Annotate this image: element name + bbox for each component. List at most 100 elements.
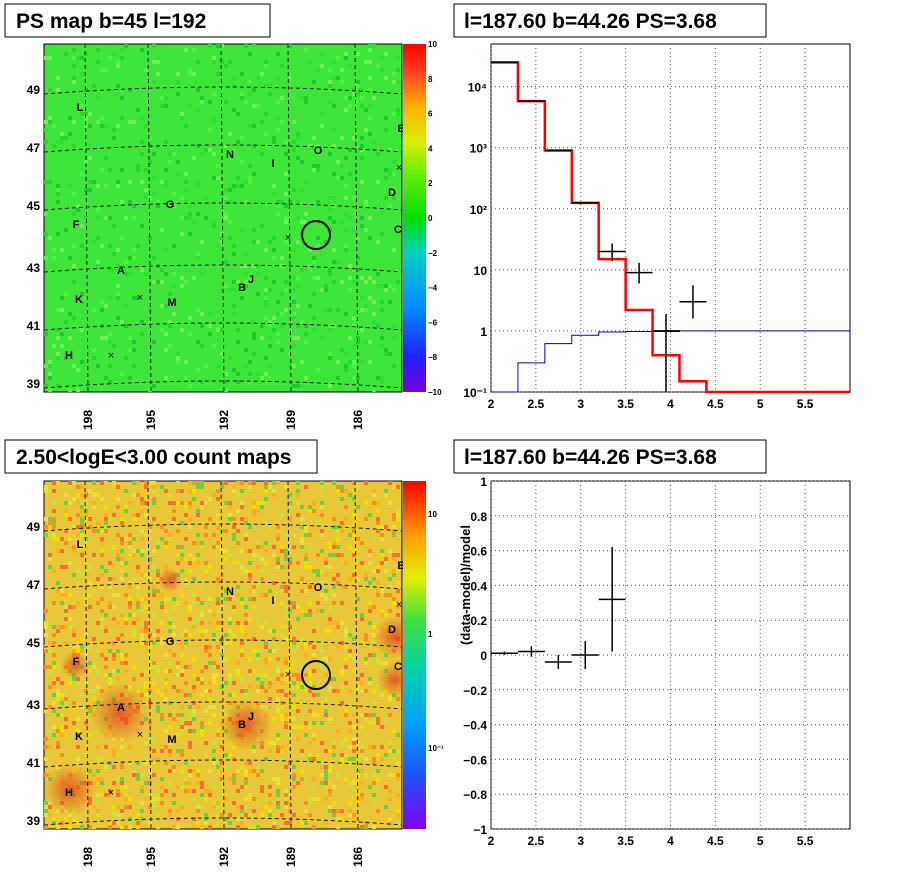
noise-pixel <box>268 324 272 328</box>
noise-pixel <box>136 493 140 497</box>
noise-pixel <box>376 809 380 813</box>
noise-pixel <box>156 689 160 693</box>
noise-pixel <box>380 693 384 697</box>
noise-pixel <box>384 284 388 288</box>
noise-pixel <box>352 513 356 517</box>
noise-pixel <box>148 525 152 529</box>
noise-pixel <box>168 533 172 537</box>
noise-pixel <box>72 817 76 821</box>
noise-pixel <box>220 240 224 244</box>
noise-pixel <box>232 304 236 308</box>
noise-pixel <box>296 136 300 140</box>
noise-pixel <box>196 821 200 825</box>
noise-pixel <box>348 64 352 68</box>
source-label-m: M <box>167 297 176 309</box>
noise-pixel <box>148 481 152 485</box>
noise-pixel <box>228 200 232 204</box>
noise-pixel <box>56 693 60 697</box>
source-label-d: D <box>388 187 396 199</box>
noise-pixel <box>216 513 220 517</box>
noise-pixel <box>272 629 276 633</box>
noise-pixel <box>168 737 172 741</box>
noise-pixel <box>244 537 248 541</box>
noise-pixel <box>260 789 264 793</box>
noise-pixel <box>392 557 396 561</box>
noise-pixel <box>368 553 372 557</box>
noise-pixel <box>272 649 276 653</box>
noise-pixel <box>100 481 104 485</box>
noise-pixel <box>164 677 168 681</box>
noise-pixel <box>196 781 200 785</box>
noise-pixel <box>316 753 320 757</box>
noise-pixel <box>212 761 216 765</box>
noise-pixel <box>68 537 72 541</box>
noise-pixel <box>216 597 220 601</box>
noise-pixel <box>44 825 48 829</box>
noise-pixel <box>192 689 196 693</box>
noise-pixel <box>136 601 140 605</box>
noise-pixel <box>252 332 256 336</box>
noise-pixel <box>204 148 208 152</box>
noise-pixel <box>256 553 260 557</box>
noise-pixel <box>396 513 400 517</box>
noise-pixel <box>376 657 380 661</box>
noise-pixel <box>356 268 360 272</box>
noise-pixel <box>220 745 224 749</box>
noise-pixel <box>336 56 340 60</box>
noise-pixel <box>368 653 372 657</box>
noise-pixel <box>188 605 192 609</box>
noise-pixel <box>132 621 136 625</box>
noise-pixel <box>200 609 204 613</box>
noise-pixel <box>148 721 152 725</box>
noise-pixel <box>284 240 288 244</box>
noise-pixel <box>284 789 288 793</box>
noise-pixel <box>232 597 236 601</box>
noise-pixel <box>364 821 368 825</box>
noise-pixel <box>256 657 260 661</box>
noise-pixel <box>48 533 52 537</box>
noise-pixel <box>116 284 120 288</box>
noise-pixel <box>92 84 96 88</box>
noise-pixel <box>340 136 344 140</box>
noise-pixel <box>152 665 156 669</box>
noise-pixel <box>64 501 68 505</box>
noise-pixel <box>340 761 344 765</box>
noise-pixel <box>160 713 164 717</box>
noise-pixel <box>92 637 96 641</box>
noise-pixel <box>120 765 124 769</box>
noise-pixel <box>340 489 344 493</box>
noise-pixel <box>140 641 144 645</box>
noise-pixel <box>84 260 88 264</box>
noise-pixel <box>364 340 368 344</box>
noise-pixel <box>376 509 380 513</box>
noise-pixel <box>184 777 188 781</box>
noise-pixel <box>216 328 220 332</box>
noise-pixel <box>372 701 376 705</box>
noise-pixel <box>352 629 356 633</box>
noise-pixel <box>284 557 288 561</box>
count-colorbar-label: 10 <box>428 510 437 519</box>
noise-pixel <box>280 757 284 761</box>
noise-pixel <box>192 497 196 501</box>
noise-pixel <box>396 605 400 609</box>
noise-pixel <box>304 733 308 737</box>
noise-pixel <box>308 753 312 757</box>
noise-pixel <box>104 569 108 573</box>
noise-pixel <box>312 276 316 280</box>
noise-pixel <box>280 324 284 328</box>
noise-pixel <box>172 717 176 721</box>
noise-pixel <box>268 785 272 789</box>
noise-pixel <box>168 809 172 813</box>
noise-pixel <box>352 573 356 577</box>
noise-pixel <box>76 208 80 212</box>
noise-pixel <box>204 689 208 693</box>
noise-pixel <box>364 573 368 577</box>
noise-pixel <box>248 92 252 96</box>
noise-pixel <box>80 521 84 525</box>
noise-pixel <box>112 617 116 621</box>
noise-pixel <box>120 777 124 781</box>
noise-pixel <box>312 80 316 84</box>
noise-pixel <box>304 561 308 565</box>
noise-pixel <box>100 585 104 589</box>
noise-pixel <box>272 597 276 601</box>
